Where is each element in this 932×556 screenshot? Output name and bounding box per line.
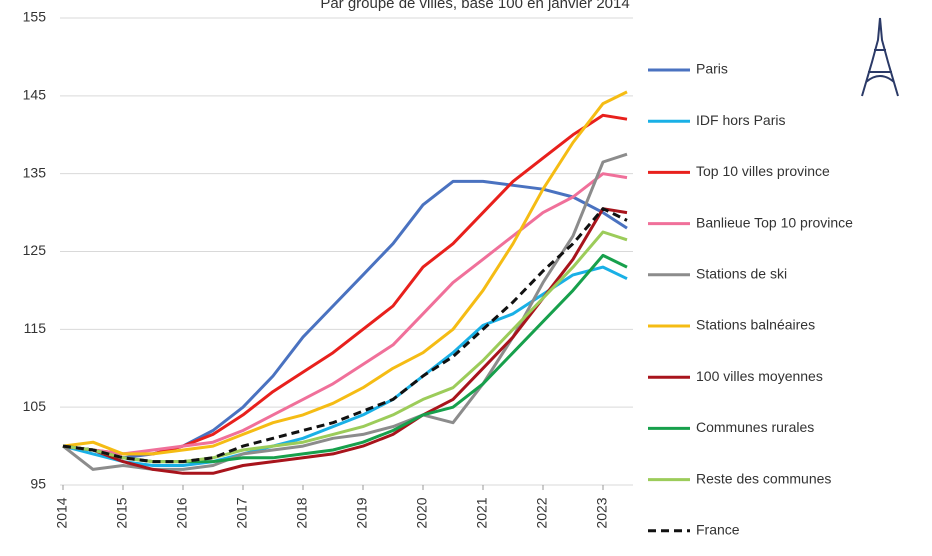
x-tick-label: 2018	[294, 497, 310, 528]
chart-title: Par groupe de villes, base 100 en janvie…	[320, 0, 629, 12]
legend-label: IDF hors Paris	[696, 112, 785, 128]
x-tick-label: 2023	[594, 497, 610, 528]
x-tick-label: 2020	[414, 497, 430, 528]
x-tick-label: 2015	[114, 497, 130, 528]
y-tick-label: 105	[23, 398, 47, 414]
legend-label: Communes rurales	[696, 419, 814, 435]
x-tick-label: 2016	[174, 497, 190, 528]
x-tick-label: 2021	[474, 497, 490, 528]
y-tick-label: 95	[30, 476, 46, 492]
legend-label: Banlieue Top 10 province	[696, 214, 853, 230]
x-tick-label: 2019	[354, 497, 370, 528]
x-tick-label: 2017	[234, 497, 250, 528]
series-line	[62, 179, 628, 460]
legend-label: Stations balnéaires	[696, 317, 815, 333]
series-line	[62, 265, 628, 467]
legend-label: Top 10 villes province	[696, 163, 830, 179]
series-line	[62, 172, 628, 456]
x-tick-label: 2022	[534, 497, 550, 528]
legend-label: 100 villes moyennes	[696, 368, 823, 384]
legend-label: Paris	[696, 61, 728, 77]
y-tick-label: 145	[23, 87, 47, 103]
series-line	[62, 207, 628, 464]
y-tick-label: 125	[23, 242, 47, 258]
eiffel-icon	[861, 17, 899, 97]
series-line	[62, 230, 628, 464]
x-tick-label: 2014	[54, 497, 70, 528]
legend-label: Reste des communes	[696, 470, 831, 486]
series-line	[62, 90, 628, 456]
y-tick-label: 115	[24, 320, 47, 336]
y-tick-label: 135	[23, 164, 47, 180]
y-tick-label: 155	[23, 9, 47, 25]
series-line	[62, 207, 628, 475]
legend-label: Stations de ski	[696, 266, 787, 282]
legend-label: France	[696, 522, 740, 538]
